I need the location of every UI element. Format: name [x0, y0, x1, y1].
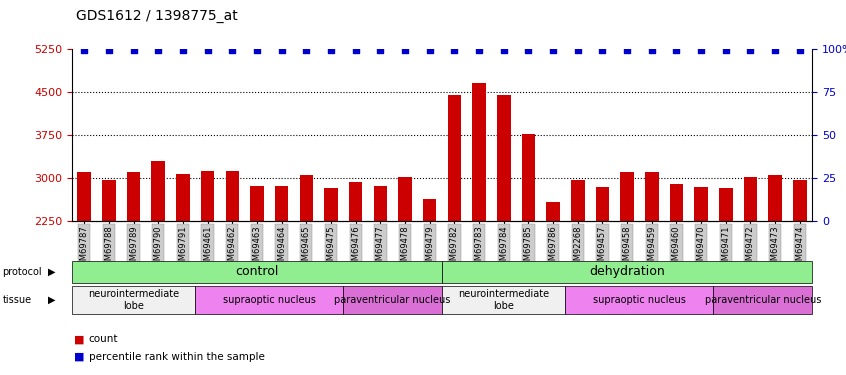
Bar: [398, 177, 412, 221]
Point: [151, 47, 165, 53]
Bar: [250, 186, 264, 221]
Text: neurointermediate
lobe: neurointermediate lobe: [459, 290, 549, 311]
Point: [719, 47, 733, 53]
Bar: [793, 180, 806, 221]
Bar: [670, 184, 684, 221]
Point: [547, 47, 560, 53]
Point: [522, 47, 536, 53]
Point: [102, 47, 116, 53]
Text: control: control: [235, 266, 278, 278]
Bar: [571, 180, 585, 221]
Bar: [324, 189, 338, 221]
Point: [793, 47, 806, 53]
Text: percentile rank within the sample: percentile rank within the sample: [89, 352, 265, 362]
Text: supraoptic nucleus: supraoptic nucleus: [222, 295, 316, 305]
Point: [176, 47, 190, 53]
Text: ▶: ▶: [48, 295, 56, 305]
Point: [78, 47, 91, 53]
Bar: [744, 177, 757, 221]
Bar: [522, 134, 536, 221]
Point: [744, 47, 757, 53]
Bar: [176, 174, 190, 221]
Bar: [275, 186, 288, 221]
Point: [645, 47, 658, 53]
Point: [299, 47, 313, 53]
Text: count: count: [89, 334, 118, 344]
Text: ▶: ▶: [48, 267, 56, 277]
Point: [596, 47, 609, 53]
Point: [497, 47, 510, 53]
Point: [423, 47, 437, 53]
Bar: [596, 188, 609, 221]
Bar: [151, 161, 165, 221]
Point: [226, 47, 239, 53]
Text: supraoptic nucleus: supraoptic nucleus: [593, 295, 686, 305]
Text: paraventricular nucleus: paraventricular nucleus: [705, 295, 821, 305]
Point: [374, 47, 387, 53]
Point: [349, 47, 362, 53]
Point: [695, 47, 708, 53]
Point: [201, 47, 214, 53]
Bar: [102, 180, 116, 221]
Bar: [299, 175, 313, 221]
Point: [324, 47, 338, 53]
Bar: [695, 188, 708, 221]
Bar: [423, 199, 437, 221]
Bar: [349, 182, 362, 221]
Point: [275, 47, 288, 53]
Point: [571, 47, 585, 53]
Point: [620, 47, 634, 53]
Text: GDS1612 / 1398775_at: GDS1612 / 1398775_at: [76, 9, 238, 23]
Text: ■: ■: [74, 352, 84, 362]
Bar: [226, 171, 239, 221]
Text: dehydration: dehydration: [589, 266, 665, 278]
Text: paraventricular nucleus: paraventricular nucleus: [334, 295, 451, 305]
Bar: [78, 172, 91, 221]
Point: [472, 47, 486, 53]
Bar: [620, 172, 634, 221]
Bar: [645, 172, 658, 221]
Point: [670, 47, 684, 53]
Text: neurointermediate
lobe: neurointermediate lobe: [88, 290, 179, 311]
Bar: [127, 172, 140, 221]
Bar: [448, 95, 461, 221]
Text: protocol: protocol: [3, 267, 42, 277]
Bar: [497, 95, 510, 221]
Point: [448, 47, 461, 53]
Point: [250, 47, 264, 53]
Point: [398, 47, 412, 53]
Point: [127, 47, 140, 53]
Bar: [768, 175, 782, 221]
Bar: [472, 83, 486, 221]
Text: ■: ■: [74, 334, 84, 344]
Bar: [719, 189, 733, 221]
Point: [768, 47, 782, 53]
Bar: [547, 202, 560, 221]
Text: tissue: tissue: [3, 295, 31, 305]
Bar: [374, 186, 387, 221]
Bar: [201, 171, 214, 221]
